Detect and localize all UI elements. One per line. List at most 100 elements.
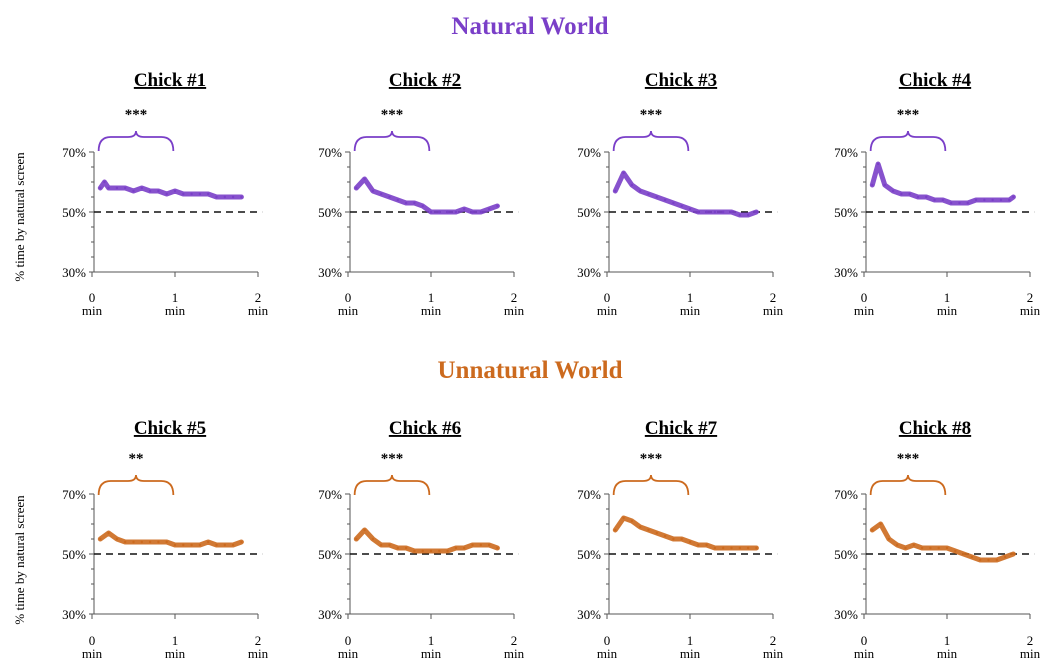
data-point (933, 198, 936, 202)
significance-label: *** (381, 107, 404, 123)
data-point (970, 555, 974, 559)
y-tick-label: 70% (577, 145, 601, 160)
significance-label: *** (897, 451, 920, 467)
data-point (487, 543, 491, 547)
x-tick-label: 0 (89, 290, 96, 305)
data-point (871, 183, 874, 187)
data-point (730, 546, 733, 550)
data-point (954, 549, 957, 553)
y-tick-label: 50% (834, 547, 858, 562)
significance-label: *** (640, 451, 663, 467)
y-tick-label: 70% (318, 487, 342, 502)
data-point (904, 546, 907, 550)
data-point (413, 549, 416, 553)
data-point (991, 198, 994, 202)
data-point (388, 543, 391, 547)
data-point (429, 210, 433, 214)
data-point (99, 537, 102, 541)
chick-title: Chick #2 (389, 70, 461, 91)
data-point (355, 186, 358, 190)
data-point (380, 543, 383, 547)
data-point (479, 210, 482, 214)
data-point (165, 192, 168, 196)
data-point (429, 549, 433, 553)
data-series-line (612, 515, 759, 551)
data-point (132, 189, 135, 193)
y-tick-label: 70% (62, 145, 86, 160)
data-point (738, 546, 741, 550)
y-tick-label: 50% (62, 547, 86, 562)
y-tick-label: 50% (577, 205, 601, 220)
data-point (438, 549, 441, 553)
x-tick-label: 0 (345, 633, 352, 648)
chick-title: Chick #3 (645, 70, 717, 91)
x-tick-unit: min (937, 646, 958, 661)
data-point (103, 180, 106, 184)
data-point (713, 210, 717, 214)
data-point (207, 192, 210, 196)
x-tick-label: 0 (861, 633, 868, 648)
data-point (896, 543, 899, 547)
data-point (639, 525, 642, 529)
data-point (705, 543, 708, 547)
x-tick-unit: min (421, 646, 442, 661)
significance-bracket (353, 474, 431, 496)
data-point (680, 204, 683, 208)
data-point (871, 528, 874, 532)
x-tick-unit: min (504, 303, 525, 318)
x-tick-unit: min (421, 303, 442, 318)
y-tick-label: 50% (577, 547, 601, 562)
x-tick-unit: min (597, 646, 618, 661)
x-tick-label: 1 (944, 633, 951, 648)
data-point (438, 210, 441, 214)
data-point (705, 210, 708, 214)
data-series-line (353, 176, 500, 215)
data-point (413, 201, 416, 205)
data-point (471, 543, 474, 547)
significance-bracket (612, 474, 690, 496)
data-point (1008, 198, 1011, 202)
data-point (949, 201, 953, 205)
data-point (479, 543, 482, 547)
x-tick-label: 1 (172, 290, 179, 305)
data-point (165, 540, 168, 544)
data-point (173, 543, 177, 547)
data-point (655, 531, 658, 535)
data-point (496, 204, 499, 208)
data-series-line (612, 170, 759, 218)
data-point (157, 540, 160, 544)
y-tick-label: 30% (834, 265, 858, 280)
data-point (396, 198, 399, 202)
data-point (937, 546, 940, 550)
data-point (941, 198, 945, 202)
significance-bracket (612, 130, 690, 152)
significance-bracket (97, 474, 175, 496)
x-tick-label: 1 (172, 633, 179, 648)
data-point (140, 540, 143, 544)
data-point (672, 201, 675, 205)
y-tick-label: 70% (318, 145, 342, 160)
data-point (999, 198, 1003, 202)
data-point (900, 192, 903, 196)
x-tick-unit: min (937, 303, 958, 318)
x-tick-unit: min (854, 646, 875, 661)
data-point (1012, 552, 1015, 556)
data-point (680, 537, 683, 541)
data-point (115, 186, 119, 190)
y-tick-label: 30% (318, 265, 342, 280)
data-point (672, 537, 675, 541)
data-point (920, 546, 924, 550)
x-tick-unit: min (248, 646, 269, 661)
data-point (908, 192, 911, 196)
data-point (945, 546, 949, 550)
data-series-line (97, 530, 244, 548)
group-title: Natural World (451, 13, 608, 40)
x-tick-unit: min (680, 646, 701, 661)
x-tick-unit: min (763, 646, 784, 661)
data-point (363, 528, 366, 532)
x-tick-unit: min (248, 303, 269, 318)
data-point (979, 558, 982, 562)
chick-title: Chick #6 (389, 418, 461, 439)
data-point (496, 546, 499, 550)
data-point (647, 192, 650, 196)
